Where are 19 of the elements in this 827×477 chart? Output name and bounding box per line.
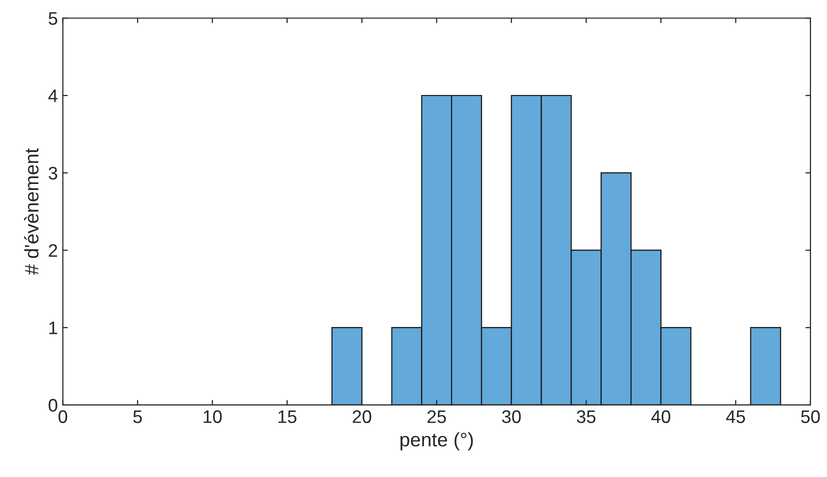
y-tick-label: 4 <box>48 90 58 102</box>
x-tick-label: 40 <box>651 410 670 424</box>
x-tick-label: 20 <box>352 410 372 424</box>
x-tick-label: 45 <box>726 410 745 424</box>
x-tick-label: 25 <box>428 410 446 424</box>
x-tick-label: 5 <box>133 410 142 424</box>
y-tick-label: 3 <box>48 166 58 180</box>
y-tick-label: 0 <box>48 398 58 412</box>
x-tick-label: 10 <box>204 410 222 424</box>
y-axis-title: # d'évènement <box>24 148 39 275</box>
x-axis-title: pente (°) <box>400 432 473 450</box>
y-tick-label: 2 <box>48 244 58 257</box>
x-tick-label: 35 <box>576 410 596 424</box>
x-tick-label: 0 <box>58 410 68 424</box>
x-tick-label: 30 <box>502 410 521 424</box>
y-tick-label: 5 <box>48 12 58 25</box>
x-tick-label: 50 <box>801 410 820 424</box>
y-tick-label: 1 <box>49 322 58 334</box>
x-tick-label: 15 <box>278 410 296 424</box>
